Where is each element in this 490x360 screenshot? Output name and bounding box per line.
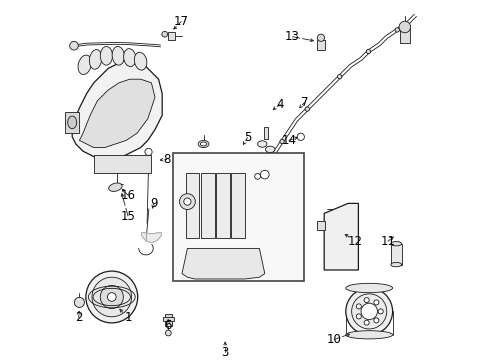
Circle shape — [86, 271, 138, 323]
Text: 6: 6 — [164, 319, 171, 332]
Text: 16: 16 — [121, 189, 136, 202]
Circle shape — [305, 107, 310, 111]
Ellipse shape — [391, 242, 402, 246]
Circle shape — [364, 320, 369, 325]
Bar — [94, 155, 151, 173]
Circle shape — [318, 34, 324, 41]
Ellipse shape — [200, 142, 207, 146]
Ellipse shape — [258, 141, 267, 147]
Circle shape — [100, 285, 123, 309]
Circle shape — [338, 75, 342, 79]
Text: 5: 5 — [244, 131, 251, 144]
Text: 14: 14 — [281, 134, 296, 147]
Bar — [400, 29, 410, 43]
Bar — [186, 173, 199, 238]
Ellipse shape — [198, 140, 209, 148]
Circle shape — [346, 288, 392, 335]
Text: 15: 15 — [121, 210, 135, 222]
Ellipse shape — [78, 55, 92, 75]
Ellipse shape — [346, 283, 392, 293]
Text: 8: 8 — [163, 153, 171, 166]
Circle shape — [255, 174, 261, 179]
Circle shape — [70, 41, 78, 50]
Ellipse shape — [109, 183, 122, 192]
Circle shape — [367, 49, 370, 54]
Circle shape — [184, 198, 191, 205]
Circle shape — [374, 318, 379, 323]
Ellipse shape — [68, 116, 77, 129]
Circle shape — [395, 28, 399, 32]
Bar — [231, 173, 245, 238]
Circle shape — [179, 194, 196, 210]
Circle shape — [378, 309, 383, 314]
Circle shape — [162, 31, 168, 37]
Bar — [317, 221, 325, 230]
Polygon shape — [79, 79, 155, 148]
Text: 12: 12 — [347, 235, 362, 248]
Circle shape — [356, 314, 361, 319]
Polygon shape — [182, 248, 265, 279]
Circle shape — [297, 133, 304, 140]
Bar — [201, 173, 215, 238]
Bar — [317, 40, 325, 50]
Text: 4: 4 — [276, 98, 284, 111]
Text: 13: 13 — [285, 30, 300, 43]
Text: 7: 7 — [301, 96, 308, 109]
Ellipse shape — [346, 331, 392, 339]
Polygon shape — [141, 233, 162, 242]
Text: 3: 3 — [221, 346, 229, 359]
Ellipse shape — [266, 146, 275, 153]
Circle shape — [74, 297, 84, 307]
Text: 10: 10 — [327, 333, 342, 346]
Circle shape — [361, 303, 377, 320]
Text: 17: 17 — [174, 15, 189, 28]
Text: 9: 9 — [150, 197, 158, 210]
Ellipse shape — [134, 52, 147, 70]
Bar — [391, 244, 402, 265]
Text: 11: 11 — [380, 235, 395, 248]
Circle shape — [364, 298, 369, 303]
Bar — [165, 314, 172, 326]
Circle shape — [261, 170, 269, 179]
Circle shape — [352, 294, 387, 329]
Polygon shape — [324, 203, 358, 270]
Ellipse shape — [123, 49, 136, 67]
Bar — [163, 317, 174, 321]
Polygon shape — [72, 61, 162, 158]
Bar — [168, 32, 175, 40]
Circle shape — [280, 139, 284, 144]
Bar — [173, 153, 304, 281]
Text: 2: 2 — [75, 311, 82, 324]
Bar — [265, 127, 268, 139]
Ellipse shape — [112, 46, 124, 65]
Ellipse shape — [89, 50, 102, 69]
Circle shape — [374, 300, 379, 305]
Circle shape — [107, 293, 116, 301]
Circle shape — [356, 304, 361, 309]
Text: 1: 1 — [124, 311, 132, 324]
Ellipse shape — [100, 46, 113, 65]
Bar — [65, 112, 79, 133]
Circle shape — [166, 330, 171, 336]
Circle shape — [92, 277, 132, 317]
Circle shape — [145, 148, 152, 156]
Circle shape — [399, 21, 411, 33]
Bar — [216, 173, 230, 238]
Ellipse shape — [391, 262, 402, 267]
